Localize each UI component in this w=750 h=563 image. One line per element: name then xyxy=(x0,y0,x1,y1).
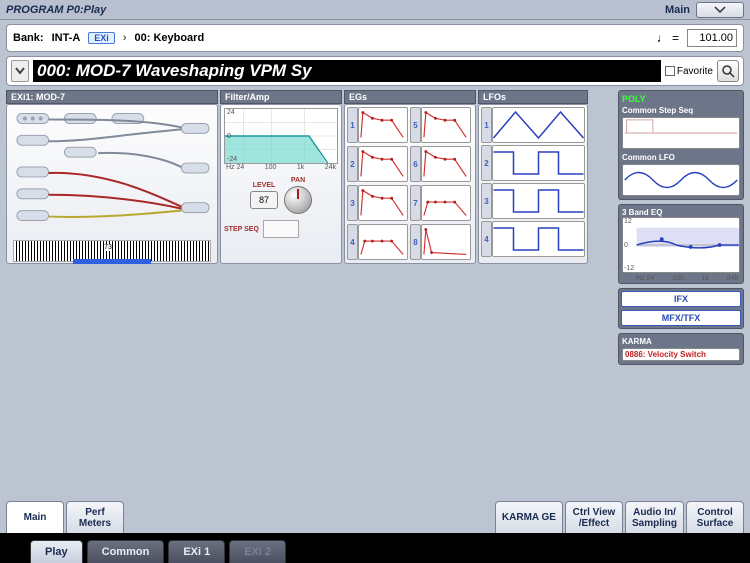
karma-ge-name[interactable]: 0886: Velocity Switch xyxy=(622,348,740,361)
eg-6[interactable]: 6 xyxy=(410,146,471,182)
fy-tick: -24 xyxy=(227,156,237,163)
right-column: POLY Common Step Seq Common LFO 3 Band E… xyxy=(618,90,744,491)
lfo-3[interactable]: 3 xyxy=(481,183,585,219)
left-column: EXi1: MOD-7 Filter/Amp EGs LFOs xyxy=(6,90,614,491)
chevron-down-icon xyxy=(714,6,726,14)
tab-exi2[interactable]: EXi 2 xyxy=(229,540,286,563)
eg-3[interactable]: 3 xyxy=(347,185,408,221)
level-label: LEVEL xyxy=(253,182,276,189)
lfos-panel[interactable]: 1 2 3 4 xyxy=(478,104,588,264)
fy-tick: 0 xyxy=(227,133,237,140)
program-name[interactable]: 000: MOD-7 Waveshaping VPM Sy xyxy=(33,60,661,82)
bank-bar: Bank: INT-A EXi › 00: Keyboard ♩ = 101.0… xyxy=(6,24,744,52)
checkbox-icon xyxy=(665,66,675,76)
pan-label: PAN xyxy=(291,177,305,184)
content-area: EXi1: MOD-7 Filter/Amp EGs LFOs xyxy=(6,90,744,491)
lfo-4[interactable]: 4 xyxy=(481,221,585,257)
filter-xticks: Hz 24 100 1k 24k xyxy=(224,164,338,171)
tab-exi1[interactable]: EXi 1 xyxy=(168,540,225,563)
favorite-label: Favorite xyxy=(677,66,713,77)
tempo-input[interactable]: 101.00 xyxy=(687,29,737,47)
eq-graph[interactable]: 12 0 -12 xyxy=(622,217,740,273)
level-box: LEVEL 87 xyxy=(250,182,278,209)
step-seq-label: Common Step Seq xyxy=(622,106,740,115)
exi-header: EXi1: MOD-7 xyxy=(6,90,218,104)
tab-ctrl-view[interactable]: Ctrl View /Effect xyxy=(565,501,623,533)
main-dropdown[interactable] xyxy=(696,2,744,18)
exi-chip: EXi xyxy=(88,32,115,44)
program-bar: 000: MOD-7 Waveshaping VPM Sy Favorite xyxy=(6,56,744,86)
lfo-1[interactable]: 1 xyxy=(481,107,585,143)
bank-value[interactable]: INT-A xyxy=(52,32,81,44)
page-title: PROGRAM P0:Play xyxy=(6,4,665,16)
search-icon xyxy=(721,64,735,78)
panel-headers: EXi1: MOD-7 Filter/Amp EGs LFOs xyxy=(6,90,614,104)
lfos-header: LFOs xyxy=(478,90,588,104)
exi-panel[interactable]: 73 xyxy=(6,104,218,264)
upper-tabs: Main Perf Meters KARMA GE Ctrl View /Eff… xyxy=(6,495,744,533)
pan-knob[interactable] xyxy=(284,186,312,214)
program-prev-button[interactable] xyxy=(11,60,29,82)
panel-body-row: 73 24 0 - xyxy=(6,104,614,264)
chevron-down-icon xyxy=(15,64,25,78)
chevron-right-icon: › xyxy=(123,32,127,44)
tab-main[interactable]: Main xyxy=(6,501,64,533)
fx-box: IFX MFX/TFX xyxy=(618,288,744,329)
eq-xticks: Hz 24 100 1k 24k xyxy=(622,273,740,282)
tab-play[interactable]: Play xyxy=(30,540,83,563)
tab-karma-ge[interactable]: KARMA GE xyxy=(495,501,563,533)
step-label: STEP SEQ xyxy=(224,226,259,233)
tempo-icon: ♩ = xyxy=(657,31,679,45)
egs-header: EGs xyxy=(344,90,476,104)
common-lfo-label: Common LFO xyxy=(622,153,740,162)
karma-box: KARMA 0886: Velocity Switch xyxy=(618,333,744,365)
eg-8[interactable]: 8 xyxy=(410,224,471,260)
filter-panel[interactable]: 24 0 -24 Hz 24 100 1k 24k LEVEL 87 xyxy=(220,104,342,264)
tab-perf-meters[interactable]: Perf Meters xyxy=(66,501,124,533)
search-button[interactable] xyxy=(717,60,739,82)
poly-indicator: POLY xyxy=(622,94,740,104)
keyboard-range[interactable]: 73 xyxy=(13,240,211,262)
tab-common[interactable]: Common xyxy=(87,540,165,563)
main-label: Main xyxy=(665,4,690,16)
eq-label: 3 Band EQ xyxy=(622,208,740,217)
lower-tabs: Play Common EXi 1 EXi 2 xyxy=(0,533,750,563)
eg-1[interactable]: 1 xyxy=(347,107,408,143)
level-pan-row: LEVEL 87 PAN xyxy=(224,177,338,214)
lfo-2[interactable]: 2 xyxy=(481,145,585,181)
filter-graph[interactable]: 24 0 -24 xyxy=(224,108,338,164)
common-lfo[interactable] xyxy=(622,164,740,196)
step-seq-display[interactable] xyxy=(263,220,299,238)
pan-box: PAN xyxy=(284,177,312,214)
eq-box-wrap: 3 Band EQ 12 0 -12 Hz 24 100 1k 24k xyxy=(618,204,744,284)
eg-4[interactable]: 4 xyxy=(347,224,408,260)
ifx-button[interactable]: IFX xyxy=(621,291,741,307)
step-seq-row: STEP SEQ xyxy=(224,220,338,238)
common-box: POLY Common Step Seq Common LFO xyxy=(618,90,744,200)
eg-7[interactable]: 7 xyxy=(410,185,471,221)
level-display[interactable]: 87 xyxy=(250,191,278,209)
tab-audio-in[interactable]: Audio In/ Sampling xyxy=(625,501,684,533)
mfx-button[interactable]: MFX/TFX xyxy=(621,310,741,326)
tab-control-surface[interactable]: Control Surface xyxy=(686,501,744,533)
fy-tick: 24 xyxy=(227,109,237,116)
title-bar: PROGRAM P0:Play Main xyxy=(0,0,750,20)
egs-panel[interactable]: 1 5 2 6 3 7 4 8 xyxy=(344,104,476,264)
combo-select[interactable]: 00: Keyboard xyxy=(134,32,204,44)
eg-5[interactable]: 5 xyxy=(410,107,471,143)
common-step-seq[interactable] xyxy=(622,117,740,149)
filter-header: Filter/Amp xyxy=(220,90,342,104)
kb-value: 73 xyxy=(104,244,112,251)
karma-label: KARMA xyxy=(622,337,740,346)
bank-label: Bank: xyxy=(13,32,44,44)
exi-routing-diagram xyxy=(7,105,217,235)
eg-2[interactable]: 2 xyxy=(347,146,408,182)
favorite-checkbox[interactable]: Favorite xyxy=(665,66,713,77)
